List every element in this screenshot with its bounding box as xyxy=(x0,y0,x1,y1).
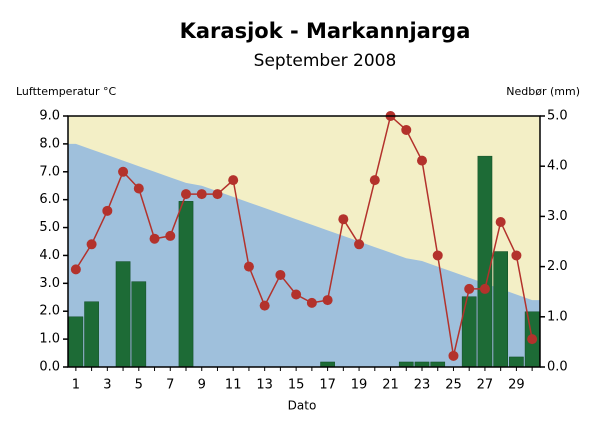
x-tick-label: 29 xyxy=(508,378,525,393)
x-tick-label: 17 xyxy=(319,378,336,393)
precipitation-bar xyxy=(320,361,335,368)
temperature-point xyxy=(86,239,97,250)
x-tick-label: 15 xyxy=(288,378,305,393)
y2-tick-label: 0.0 xyxy=(547,360,568,375)
temperature-point xyxy=(448,350,459,361)
y2-tick-label: 4.0 xyxy=(547,159,568,174)
x-tick-label: 3 xyxy=(103,378,111,393)
precipitation-bar xyxy=(84,301,99,368)
precipitation-bar xyxy=(398,361,414,368)
temperature-point xyxy=(479,283,490,294)
temperature-point xyxy=(243,261,254,272)
temperature-point xyxy=(165,230,176,241)
temperature-point xyxy=(338,214,349,225)
x-tick-label: 5 xyxy=(135,378,143,393)
temperature-point xyxy=(70,264,81,275)
y-tick-label: 5.0 xyxy=(39,220,60,235)
y-tick-label: 8.0 xyxy=(39,136,60,151)
precipitation-bar xyxy=(493,251,508,368)
temperature-point xyxy=(181,189,191,200)
temperature-point xyxy=(228,175,239,186)
temperature-point xyxy=(354,239,365,250)
temperature-point xyxy=(212,189,223,200)
temperature-point xyxy=(102,205,113,216)
precipitation-bar xyxy=(115,261,131,368)
temperature-point xyxy=(432,250,443,261)
plot-frame xyxy=(67,115,541,368)
precipitation-bar xyxy=(430,361,446,368)
precipitation-bar xyxy=(178,201,194,368)
y-tick-label: 2.0 xyxy=(39,304,60,319)
x-tick-label: 1 xyxy=(72,378,80,393)
temperature-point xyxy=(369,175,380,186)
y-tick-label: 1.0 xyxy=(39,332,60,347)
y-tick-label: 4.0 xyxy=(39,248,60,263)
precipitation-bar xyxy=(131,281,147,368)
y2-tick-label: 1.0 xyxy=(547,309,568,324)
temperature-point xyxy=(527,334,538,345)
precipitation-bar xyxy=(68,316,84,368)
y-tick-label: 6.0 xyxy=(39,192,60,207)
chart-subtitle: September 2008 xyxy=(254,51,397,71)
temperature-point xyxy=(495,216,506,227)
temperature-point xyxy=(322,295,333,306)
temperature-point xyxy=(118,166,129,177)
x-tick-label: 13 xyxy=(256,378,273,393)
precipitation-bar xyxy=(414,361,430,368)
x-tick-label: 7 xyxy=(166,378,174,393)
y-axis-label: Lufttemperatur °C xyxy=(16,85,117,98)
precipitation-bar xyxy=(509,356,524,368)
y2-tick-label: 2.0 xyxy=(547,259,568,274)
y-tick-label: 0.0 xyxy=(39,360,60,375)
x-tick-label: 27 xyxy=(477,378,494,393)
temperature-point xyxy=(417,155,427,166)
y2-tick-label: 5.0 xyxy=(547,109,568,124)
precipitation-bar xyxy=(477,155,493,368)
chart-title: Karasjok - Markannjarga xyxy=(180,19,471,43)
temperature-point xyxy=(511,250,522,261)
temperature-point xyxy=(401,124,412,135)
x-tick-label: 25 xyxy=(445,378,462,393)
temperature-point xyxy=(275,269,286,280)
x-tick-label: 9 xyxy=(198,378,206,393)
x-tick-label: 23 xyxy=(414,378,431,393)
temperature-point xyxy=(464,283,475,294)
temperature-point xyxy=(291,289,302,300)
x-tick-label: 11 xyxy=(225,378,242,393)
temperature-point xyxy=(259,300,270,311)
x-tick-label: 21 xyxy=(382,378,399,393)
y-tick-label: 3.0 xyxy=(39,276,60,291)
temperature-line xyxy=(75,114,533,357)
x-tick-label: 19 xyxy=(351,378,368,393)
y-tick-label: 9.0 xyxy=(39,109,60,124)
y-tick-label: 7.0 xyxy=(39,164,60,179)
y2-axis-label: Nedbør (mm) xyxy=(506,85,580,98)
temperature-point xyxy=(149,233,160,244)
temperature-point xyxy=(306,297,317,308)
x-axis-label: Dato xyxy=(288,399,317,413)
y2-tick-label: 3.0 xyxy=(547,209,568,224)
temperature-point xyxy=(196,189,207,200)
temperature-point xyxy=(133,183,144,194)
